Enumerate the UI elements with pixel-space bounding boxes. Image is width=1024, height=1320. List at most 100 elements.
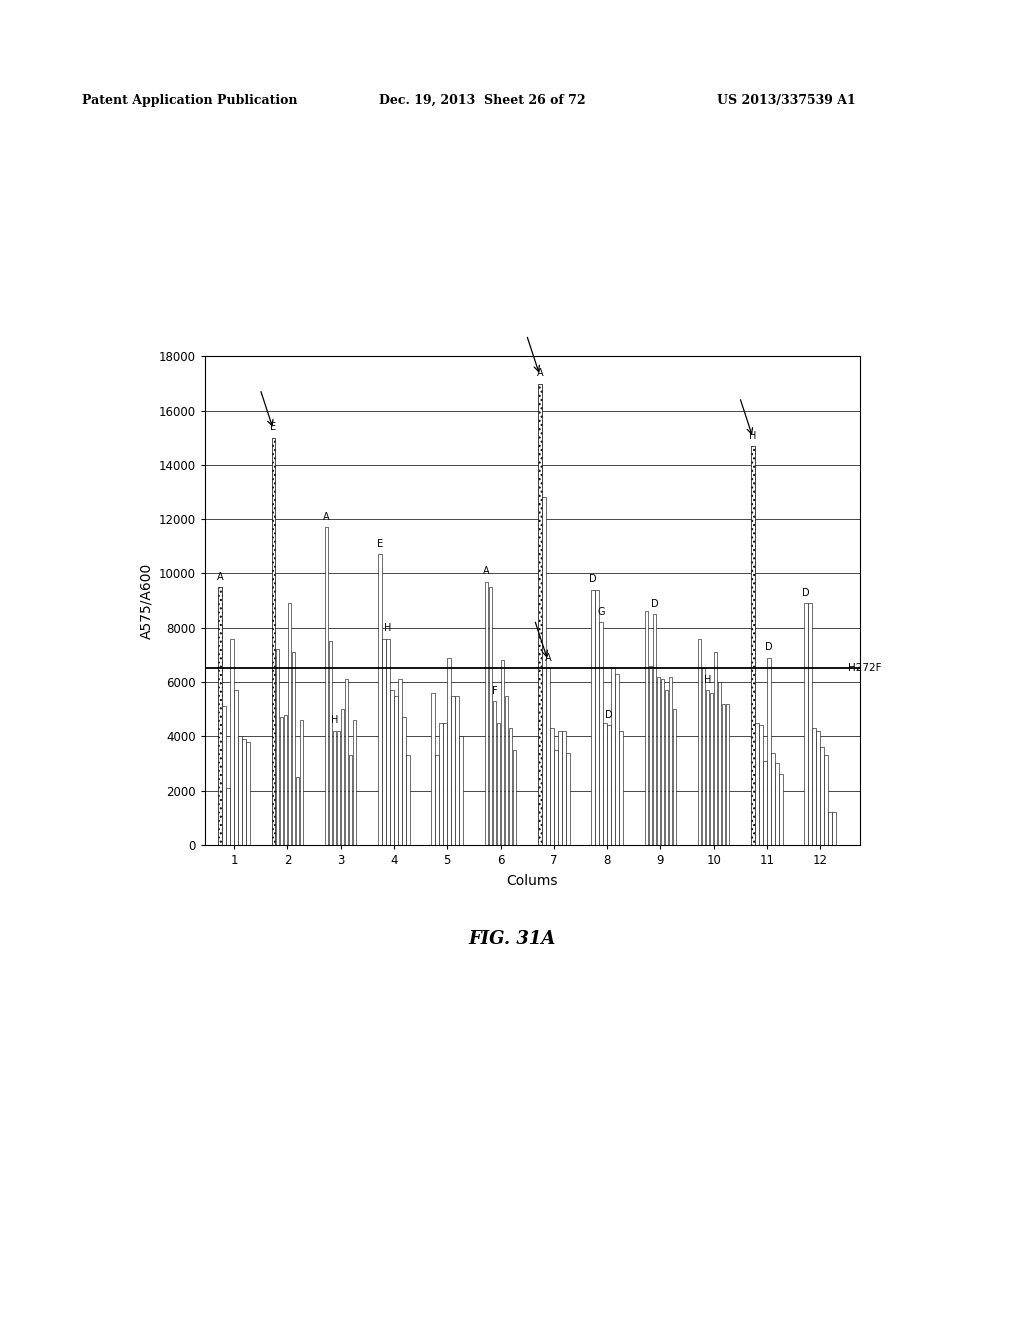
Bar [509,729,512,845]
Bar [665,690,668,845]
Bar [595,590,599,845]
Bar [599,622,603,845]
Text: H: H [331,715,338,726]
Bar [812,729,816,845]
Bar [398,680,401,845]
Bar [767,657,771,845]
Bar [620,731,623,845]
Bar [460,737,463,845]
Bar [341,709,344,845]
Bar [288,603,291,845]
Bar [562,731,565,845]
Text: Dec. 19, 2013  Sheet 26 of 72: Dec. 19, 2013 Sheet 26 of 72 [379,94,586,107]
Bar [554,750,558,845]
Bar [615,673,618,845]
Bar [648,665,652,845]
Bar [763,760,767,845]
Bar [452,696,455,845]
Bar [542,498,546,845]
Bar [247,742,250,845]
Text: A: A [324,512,330,521]
Bar [779,775,782,845]
Text: H: H [703,675,712,685]
Text: H: H [750,430,757,441]
Bar [505,696,508,845]
Text: E: E [377,539,383,549]
Text: D: D [765,642,773,652]
Bar [718,682,722,845]
Text: H272F: H272F [848,664,882,673]
Text: D: D [589,574,597,585]
Bar [484,582,488,845]
Text: E: E [270,422,276,433]
Bar [394,696,397,845]
Bar [669,677,672,845]
Bar [714,652,718,845]
X-axis label: Colums: Colums [507,874,558,888]
Bar [443,723,447,845]
Bar [833,812,836,845]
Bar [546,668,550,845]
Bar [280,717,284,845]
Bar [292,652,295,845]
Bar [284,714,287,845]
Bar [824,755,828,845]
Bar [755,723,759,845]
Text: H: H [384,623,391,634]
Bar [701,668,706,845]
Bar [230,639,233,845]
Bar [218,587,222,845]
Text: D: D [650,599,658,609]
Bar [447,657,451,845]
Bar [816,731,820,845]
Bar [611,668,614,845]
Bar [550,729,554,845]
Text: G: G [597,607,605,616]
Text: F: F [492,685,498,696]
Bar [493,701,497,845]
Bar [349,755,352,845]
Bar [226,788,230,845]
Bar [329,642,333,845]
Bar [402,717,406,845]
Text: US 2013/337539 A1: US 2013/337539 A1 [717,94,855,107]
Bar [558,731,561,845]
Text: D: D [803,587,810,598]
Bar [591,590,595,845]
Text: A: A [537,368,543,378]
Bar [378,554,382,845]
Bar [607,726,611,845]
Text: A: A [217,572,223,582]
Bar [513,750,516,845]
Bar [435,755,439,845]
Bar [644,611,648,845]
Bar [759,726,763,845]
Bar [706,690,710,845]
Bar [497,723,501,845]
Bar [386,639,390,845]
Text: A: A [483,566,489,576]
Bar [296,777,299,845]
Y-axis label: A575/A600: A575/A600 [139,562,154,639]
Bar [771,752,775,845]
Bar [820,747,824,845]
Bar [300,719,303,845]
Bar [382,639,386,845]
Bar [271,438,275,845]
Bar [775,763,778,845]
Bar [660,680,665,845]
Bar [566,752,569,845]
Bar [456,696,459,845]
Text: Patent Application Publication: Patent Application Publication [82,94,297,107]
Bar [353,719,356,845]
Bar [234,690,238,845]
Bar [337,731,340,845]
Text: FIG. 31A: FIG. 31A [468,929,556,948]
Text: A: A [545,653,551,663]
Bar [710,693,714,845]
Bar [501,660,504,845]
Bar [726,704,729,845]
Bar [805,603,808,845]
Text: D: D [605,710,613,719]
Bar [722,704,725,845]
